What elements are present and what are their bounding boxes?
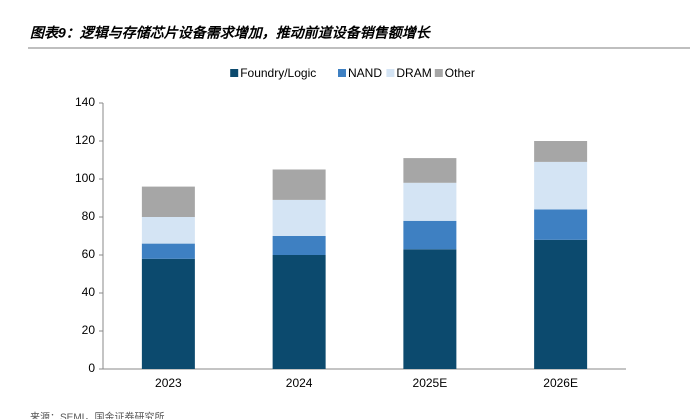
bar-segment [403, 220, 457, 250]
bar-segment [272, 255, 326, 369]
x-tick-label: 2023 [155, 376, 182, 390]
bar-segment [141, 186, 195, 217]
legend-swatch [230, 69, 239, 77]
legend-swatch [434, 69, 443, 77]
bar-segment [534, 239, 588, 369]
bar-segment [141, 243, 195, 259]
y-tick-label: 60 [82, 247, 96, 261]
bar-segment [534, 141, 588, 162]
bar-segment [272, 169, 326, 200]
x-tick-label: 2025E [413, 376, 448, 390]
bar-segment [272, 236, 326, 255]
legend-label: Foundry/Logic [240, 66, 316, 80]
y-tick-label: 120 [75, 133, 95, 147]
y-tick-label: 40 [82, 285, 96, 299]
bar-segment [403, 249, 457, 369]
bar-segment [403, 158, 457, 183]
legend-label: Other [445, 66, 475, 80]
x-tick-label: 2026E [543, 376, 578, 390]
legend-label: DRAM [396, 66, 431, 80]
bar-segment [272, 199, 326, 236]
source: 来源：SEMI，国金证券研究所 [30, 411, 164, 419]
legend-swatch [338, 69, 346, 77]
y-tick-label: 140 [75, 95, 95, 109]
bar-segment [141, 217, 195, 244]
x-tick-label: 2024 [286, 376, 313, 390]
y-tick-label: 100 [75, 171, 95, 185]
y-tick-label: 80 [82, 209, 96, 223]
y-tick-label: 20 [82, 323, 96, 337]
bar-segment [534, 209, 588, 240]
bar-segment [141, 258, 195, 369]
legend-label: NAND [348, 66, 382, 80]
chart-title: 图表9：逻辑与存储芯片设备需求增加，推动前道设备销售额增长 [30, 25, 432, 41]
legend-swatch [386, 69, 395, 77]
bar-segment [534, 161, 588, 210]
y-tick-label: 0 [88, 361, 95, 375]
bar-segment [403, 182, 457, 221]
